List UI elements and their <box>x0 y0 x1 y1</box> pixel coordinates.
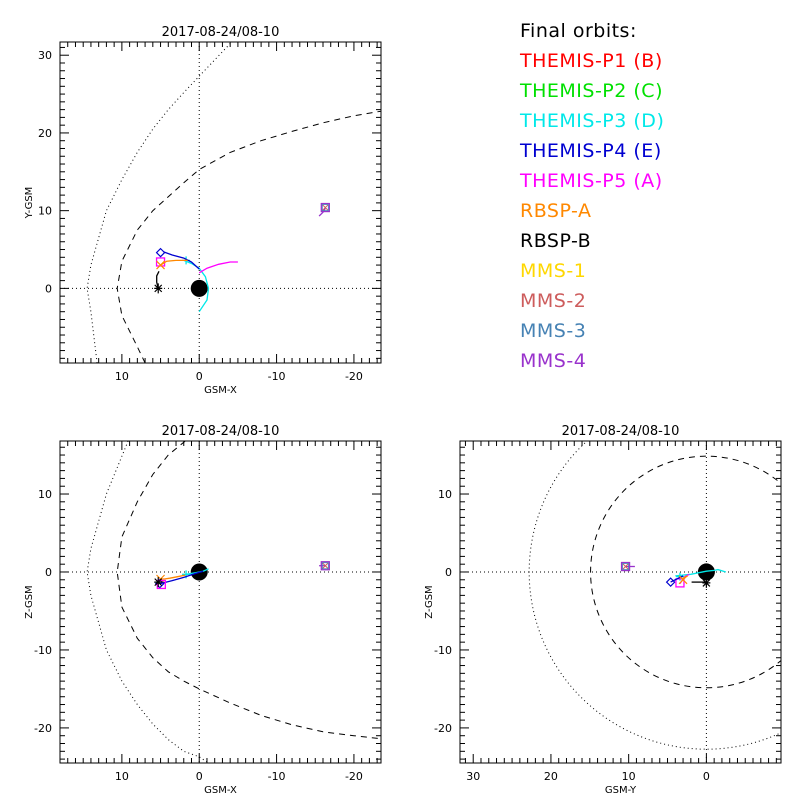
x-tick-label: 0 <box>703 770 710 783</box>
mms-inner-marker <box>321 562 329 570</box>
panel-bottom-right: 30 20 10 0 10 0 -10 -20 2017-08-24/08-10 GSM-Y Z-G… <box>424 424 782 796</box>
legend-item: THEMIS-P5 (A) <box>520 170 663 192</box>
x-tick-label: 0 <box>196 370 203 383</box>
legend-item: THEMIS-P4 (E) <box>520 140 662 162</box>
x-axis-label: GSM-X <box>204 385 237 396</box>
plot-area <box>60 441 381 763</box>
square-marker <box>675 578 685 588</box>
earth-marker <box>190 279 208 297</box>
bow-shock-curve <box>86 441 209 763</box>
y-tick-label: 0 <box>445 566 452 579</box>
y-tick-label: -20 <box>34 722 52 735</box>
legend-item: THEMIS-P3 (D) <box>520 110 665 132</box>
x-marker <box>678 575 688 585</box>
x-axis-label: GSM-Y <box>605 785 637 796</box>
x-axis-label: GSM-X <box>204 785 237 796</box>
plot-frame <box>459 440 782 764</box>
plot-frame <box>59 440 382 764</box>
x-tick-label: 20 <box>544 770 558 783</box>
y-axis-label: Y-GSM <box>24 187 35 220</box>
square-marker <box>320 202 330 213</box>
magnetopause-curve <box>116 441 381 740</box>
y-tick-label: 0 <box>45 282 52 295</box>
square-marker <box>156 579 166 590</box>
orbit-track <box>160 259 188 266</box>
mms-cross-marker <box>321 204 329 211</box>
earth-marker <box>697 563 715 581</box>
square-marker <box>620 561 631 572</box>
y-tick-label: 10 <box>38 488 52 501</box>
legend-item: MMS-3 <box>520 320 587 342</box>
y-tick-label: 10 <box>38 205 52 218</box>
x-tick-label: -10 <box>268 770 286 783</box>
y-tick-label: -10 <box>34 644 52 657</box>
legend-item: MMS-1 <box>520 260 587 282</box>
diamond-marker <box>665 577 676 587</box>
legend-item: RBSP-B <box>520 230 592 252</box>
bow-shock-curve <box>86 42 233 363</box>
plot-area <box>460 441 781 763</box>
orbit-track <box>159 570 204 585</box>
orbit-track <box>160 574 186 580</box>
y-tick-label: -20 <box>434 722 452 735</box>
asterisk-marker <box>702 577 711 588</box>
plot-area <box>60 42 381 363</box>
magnetopause-curve <box>116 110 381 363</box>
y-axis-label: Z-GSM <box>24 585 35 618</box>
x-marker <box>156 260 165 270</box>
x-tick-label: -20 <box>345 370 363 383</box>
bow-shock-curve <box>528 441 781 750</box>
mms-cross-marker <box>321 562 329 570</box>
legend-item: RBSP-A <box>520 200 592 222</box>
orbit-track <box>198 261 238 274</box>
x-tick-label: 10 <box>622 770 636 783</box>
asterisk-marker <box>154 577 163 588</box>
diamond-marker <box>155 247 166 258</box>
x-tick-label: -20 <box>345 770 363 783</box>
y-tick-label: 30 <box>38 49 52 62</box>
plot-title: 2017-08-24/08-10 <box>162 25 280 40</box>
legend-item: THEMIS-P2 (C) <box>520 80 663 102</box>
plot-title: 2017-08-24/08-10 <box>562 424 680 439</box>
panel-top-left: 10 0 -10 -20 0 10 20 30 2017-08-24/08-10 GSM-X Y-G… <box>24 25 382 396</box>
y-tick-label: -10 <box>434 644 452 657</box>
y-tick-label: 20 <box>38 127 52 140</box>
legend-item: MMS-4 <box>520 350 587 372</box>
plot-frame <box>59 41 382 364</box>
x-tick-label: 0 <box>196 770 203 783</box>
x-tick-label: 10 <box>115 370 129 383</box>
y-tick-label: 10 <box>438 488 452 501</box>
square-marker <box>320 561 330 571</box>
legend-item: THEMIS-P1 (B) <box>520 50 663 72</box>
orbit-track <box>183 259 210 313</box>
x-tick-label: -10 <box>268 370 286 383</box>
legend-item: MMS-2 <box>520 290 587 312</box>
mms-cross-marker <box>622 563 629 570</box>
magnetopause-curve <box>590 455 781 689</box>
legend-title: Final orbits: <box>520 20 637 42</box>
orbit-track <box>156 271 160 289</box>
x-tick-label: 30 <box>466 770 480 783</box>
orbit-track <box>163 251 200 270</box>
x-tick-label: 10 <box>115 770 129 783</box>
legend: Final orbits: THEMIS-P1 (B) THEMIS-P2 (C)… <box>520 16 664 376</box>
panel-bottom-left: 10 0 -10 -20 10 0 -10 -20 2017-08-24/08-10 GSM-X Z… <box>24 424 382 796</box>
y-axis-label: Z-GSM <box>424 585 435 618</box>
plot-title: 2017-08-24/08-10 <box>162 424 280 439</box>
mms-inner-marker <box>622 563 629 570</box>
y-tick-label: 0 <box>45 566 52 579</box>
mms-inner-marker <box>321 204 329 211</box>
asterisk-marker <box>154 283 163 294</box>
